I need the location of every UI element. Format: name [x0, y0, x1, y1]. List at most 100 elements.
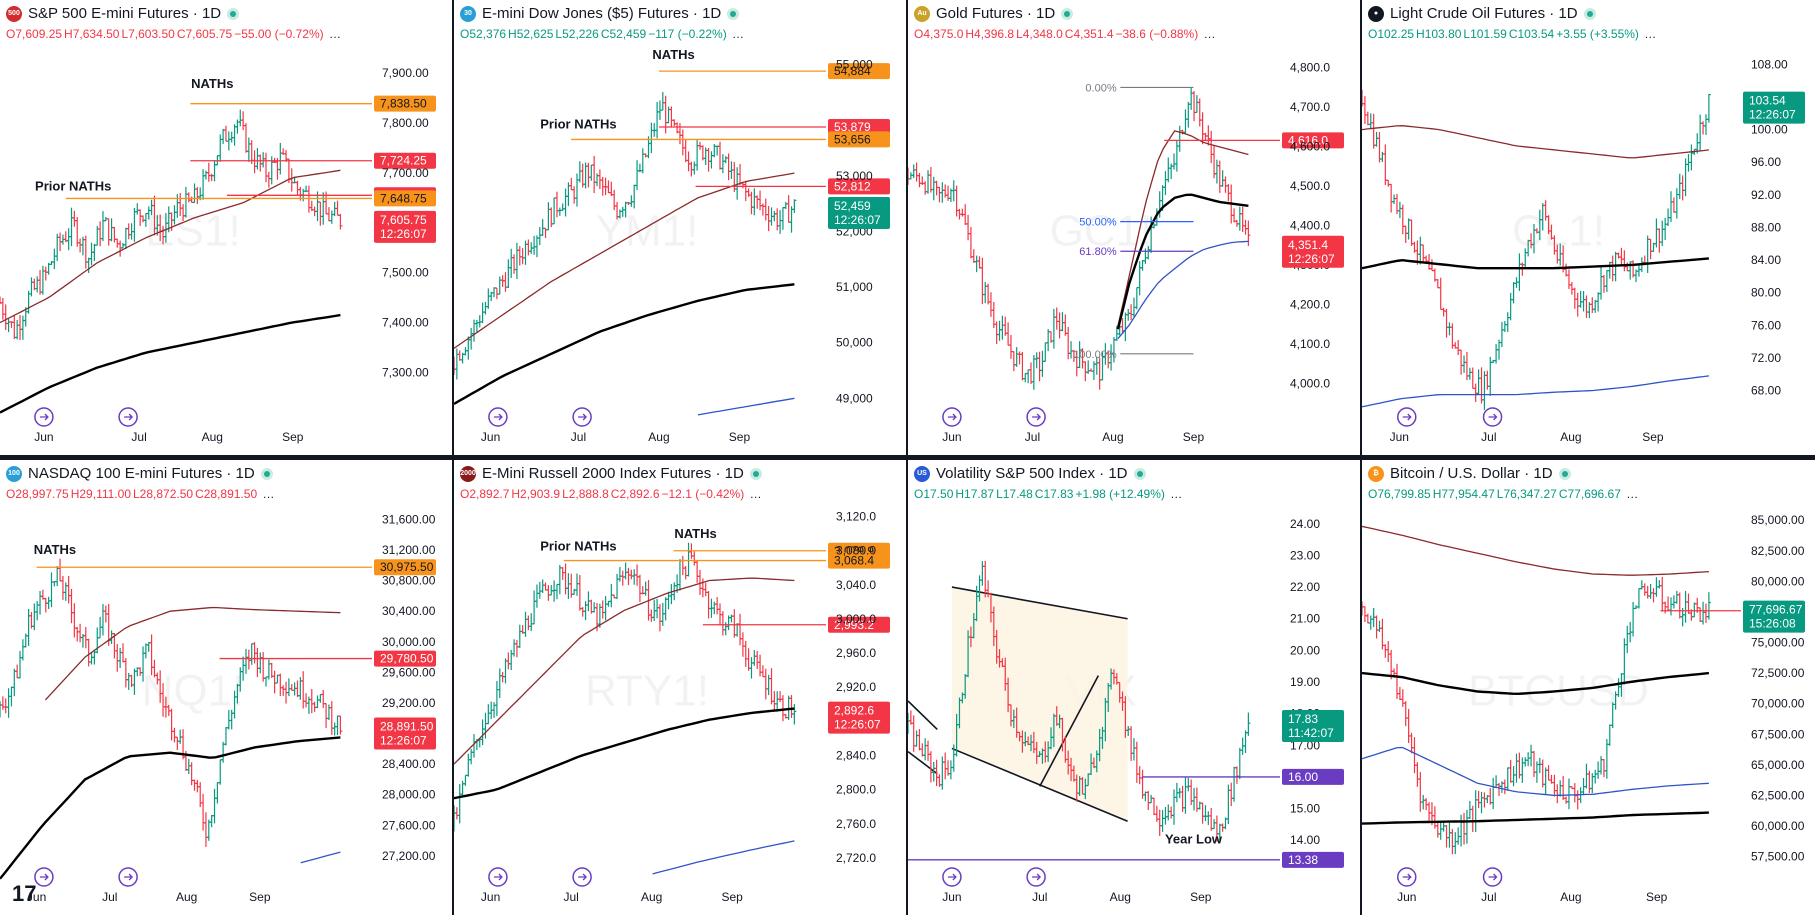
ma-blue-line[interactable] [652, 840, 795, 875]
chart-panel[interactable]: ₿ Bitcoin / U.S. Dollar · 1D O76,799.85 H77… [1362, 460, 1815, 915]
price-level-tag[interactable]: 4,616.0 [1282, 132, 1344, 149]
price-level-tag[interactable]: 53,879 [828, 119, 890, 136]
price-chart[interactable]: CL1!108.00104.00100.0096.0092.0088.0084.… [1362, 0, 1815, 455]
price-level-tag[interactable]: 54,884 [828, 63, 890, 80]
last-price-tag[interactable]: 4,351.412:26:07 [1282, 235, 1344, 268]
more-icon[interactable]: … [1166, 487, 1183, 501]
trend-line[interactable] [1039, 675, 1100, 787]
price-level-tag[interactable]: 7,648.75 [374, 190, 436, 207]
ma50-line[interactable] [0, 169, 341, 324]
more-icon[interactable]: … [1640, 27, 1657, 41]
price-level-tag[interactable]: 52,812 [828, 178, 890, 195]
chart-header[interactable]: 500 S&P 500 E-mini Futures · 1D [6, 5, 240, 22]
price-level-tag[interactable]: 3,068.4 [828, 552, 890, 569]
price-level-tag[interactable]: 7,724.25 [374, 152, 436, 169]
ma-blue-line[interactable] [1362, 375, 1709, 408]
chart-panel[interactable]: 30 E-mini Dow Jones ($5) Futures · 1D O52,… [454, 0, 906, 455]
event-marker-icon[interactable] [1482, 407, 1503, 427]
ma50-line[interactable] [454, 577, 795, 765]
chart-header[interactable]: 100 NASDAQ 100 E-mini Futures · 1D [6, 465, 273, 482]
more-icon[interactable]: … [325, 27, 341, 41]
chart-title[interactable]: E-mini Dow Jones ($5) Futures · 1D [482, 5, 722, 22]
chart-annotation[interactable]: NATHs [34, 542, 76, 557]
ma50-line[interactable] [44, 606, 341, 701]
ma50-line[interactable] [454, 172, 795, 349]
ma-blue-line[interactable] [300, 851, 341, 864]
ma50-line[interactable] [1362, 125, 1709, 159]
ma-flat-line[interactable] [1362, 811, 1709, 825]
chart-panel[interactable]: US Volatility S&P 500 Index · 1D O17.50 H17… [908, 460, 1360, 915]
price-chart[interactable]: NQ1! 30,975.50 29,780.50 NATHs 31,600.00 31,2… [0, 460, 452, 915]
price-level-tag[interactable]: 7,838.50 [374, 95, 436, 112]
event-marker-icon[interactable] [118, 867, 138, 887]
price-level-tag[interactable]: 29,780.50 [374, 650, 436, 667]
chart-title[interactable]: Volatility S&P 500 Index · 1D [936, 465, 1128, 482]
trend-line[interactable] [908, 700, 938, 731]
chart-annotation[interactable]: Prior NATHs [540, 539, 616, 554]
price-chart[interactable]: BTCUSD77,601.0285,000.0082,500.0080,000.… [1362, 460, 1815, 915]
panel-divider[interactable] [0, 455, 1815, 460]
price-level-tag[interactable]: 13.38 [1282, 851, 1344, 868]
chart-annotation[interactable]: Year Low [1165, 831, 1223, 846]
chart-title[interactable]: NASDAQ 100 E-mini Futures · 1D [28, 465, 255, 482]
ma200-line[interactable] [0, 736, 341, 880]
ma200-line[interactable] [454, 283, 795, 405]
chart-annotation[interactable]: NATHs [191, 76, 233, 91]
chart-annotation[interactable]: NATHs [652, 47, 694, 62]
chart-panel[interactable]: ● Light Crude Oil Futures · 1D O102.25 H103… [1362, 0, 1815, 455]
ma-blue-line[interactable] [1117, 240, 1249, 340]
ma200-line[interactable] [1116, 193, 1249, 330]
chart-header[interactable]: ● Light Crude Oil Futures · 1D [1368, 5, 1596, 22]
chart-header[interactable]: US Volatility S&P 500 Index · 1D [914, 465, 1146, 482]
ma200-line[interactable] [454, 707, 795, 800]
chart-annotation[interactable]: Prior NATHs [540, 117, 616, 132]
price-level-tag[interactable]: 2,993.2 [828, 616, 890, 633]
chart-title[interactable]: Gold Futures · 1D [936, 5, 1056, 22]
trend-line[interactable] [951, 586, 1128, 620]
event-marker-icon[interactable] [34, 867, 54, 887]
more-icon[interactable]: … [1200, 27, 1216, 41]
chart-title[interactable]: E-Mini Russell 2000 Index Futures · 1D [482, 465, 744, 482]
chart-header[interactable]: Au Gold Futures · 1D [914, 5, 1074, 22]
event-marker-icon[interactable] [942, 867, 962, 887]
event-marker-icon[interactable] [118, 407, 138, 427]
event-marker-icon[interactable] [572, 407, 592, 427]
price-level-tag[interactable]: 16.00 [1282, 768, 1344, 785]
chart-annotation[interactable]: NATHs [674, 526, 716, 541]
chart-header[interactable]: ₿ Bitcoin / U.S. Dollar · 1D [1368, 465, 1571, 482]
price-chart[interactable]: GC1!0.00%50.00%61.80%100.00%4,616.04,800… [908, 0, 1360, 455]
price-level-tag[interactable]: 30,975.50 [374, 559, 436, 576]
last-price-tag[interactable]: 2,892.612:26:07 [828, 701, 890, 734]
chart-header[interactable]: 30 E-mini Dow Jones ($5) Futures · 1D [460, 5, 740, 22]
event-marker-icon[interactable] [34, 407, 54, 427]
price-level-tag[interactable]: 53,656 [828, 131, 890, 148]
event-marker-icon[interactable] [1482, 867, 1503, 887]
chart-panel[interactable]: 500 S&P 500 E-mini Futures · 1D O7,609.25 H… [0, 0, 452, 455]
event-marker-icon[interactable] [1026, 867, 1046, 887]
chart-panel[interactable]: 2000 E-Mini Russell 2000 Index Futures · … [454, 460, 906, 915]
chart-panel[interactable]: 100 NASDAQ 100 E-mini Futures · 1D O28,997… [0, 460, 452, 915]
event-marker-icon[interactable] [572, 867, 592, 887]
chart-panel[interactable]: Au Gold Futures · 1D O4,375.0 H4,396.8 L4,34… [908, 0, 1360, 455]
event-marker-icon[interactable] [942, 407, 962, 427]
event-marker-icon[interactable] [488, 867, 508, 887]
event-marker-icon[interactable] [488, 407, 508, 427]
event-marker-icon[interactable] [1397, 407, 1417, 427]
ma200-line[interactable] [1362, 257, 1710, 270]
event-marker-icon[interactable] [1026, 407, 1046, 427]
ma50-line[interactable] [1362, 525, 1709, 576]
ma200-line[interactable] [0, 313, 341, 414]
chart-title[interactable]: S&P 500 E-mini Futures · 1D [28, 5, 222, 22]
more-icon[interactable]: … [259, 487, 275, 501]
event-marker-icon[interactable] [1397, 867, 1417, 887]
chart-title[interactable]: Light Crude Oil Futures · 1D [1390, 5, 1578, 22]
